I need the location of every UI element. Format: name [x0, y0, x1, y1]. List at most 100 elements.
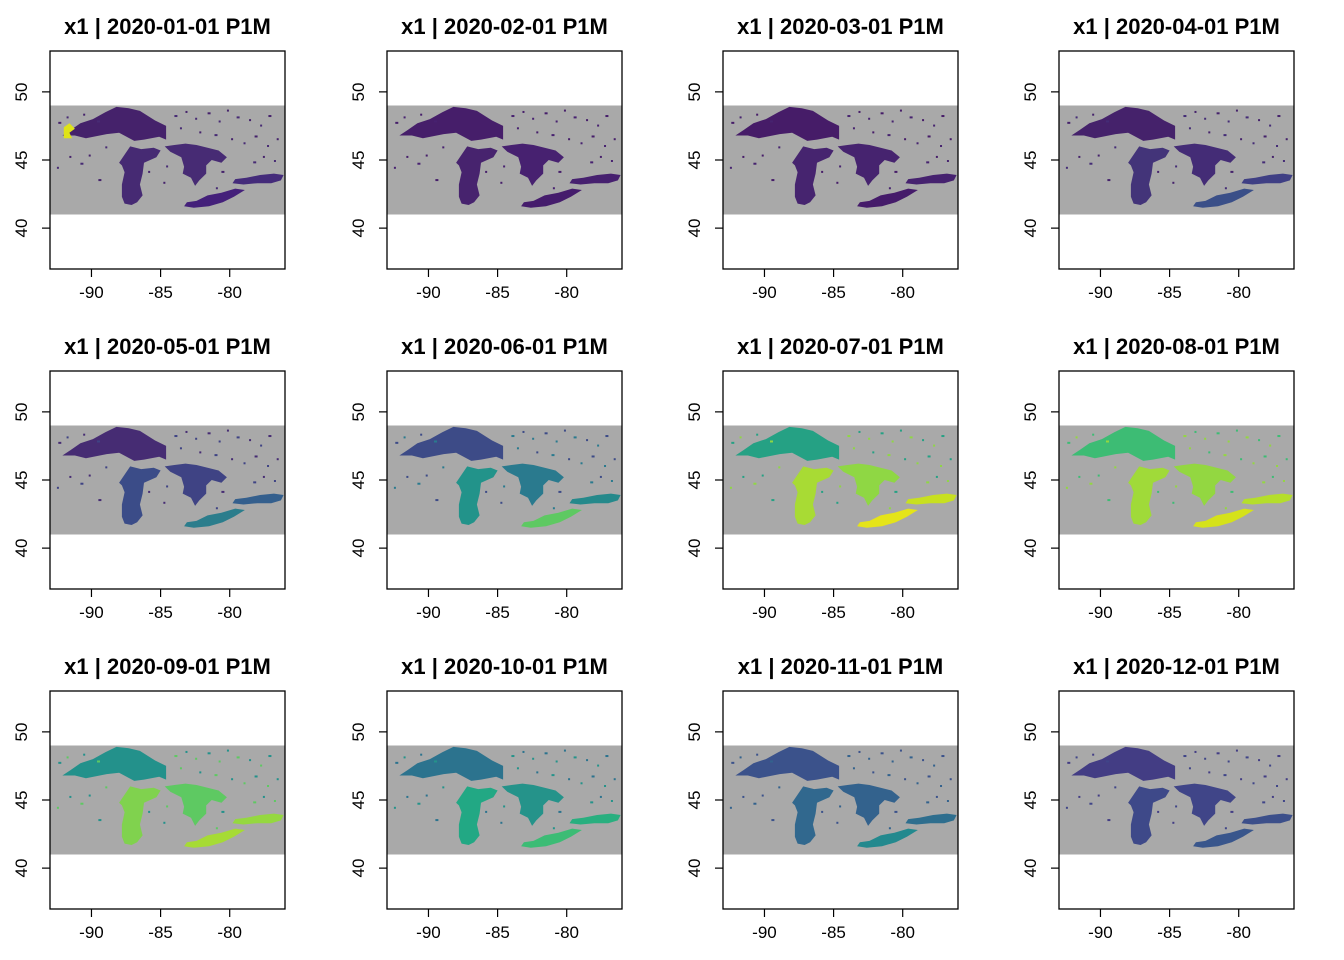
lake-erie — [1193, 828, 1254, 848]
inland-water — [273, 480, 276, 482]
inland-water — [56, 486, 59, 489]
lake-erie — [521, 188, 582, 208]
land-raster — [723, 425, 958, 535]
inland-water — [1097, 794, 1100, 797]
inland-water — [83, 753, 86, 756]
inland-water — [88, 154, 91, 157]
inland-water — [591, 135, 595, 138]
x-tick-label: -80 — [1226, 283, 1251, 302]
inland-water — [207, 432, 211, 435]
lake-superior — [62, 426, 167, 461]
x-tick-label: -85 — [821, 283, 846, 302]
inland-water — [729, 806, 732, 809]
inland-water — [1277, 755, 1281, 758]
lake-michigan — [1128, 146, 1170, 205]
inland-water — [195, 757, 198, 760]
plot-frame — [49, 50, 286, 270]
inland-water — [858, 750, 861, 753]
inland-water — [199, 451, 202, 454]
inland-water — [511, 755, 515, 758]
inland-water — [174, 755, 178, 758]
plot-frame — [49, 370, 286, 590]
inland-water — [98, 179, 102, 182]
inland-water — [1230, 810, 1234, 813]
lake-michigan — [1128, 466, 1170, 525]
inland-water — [485, 170, 488, 173]
inland-water — [604, 785, 607, 788]
inland-water — [1175, 485, 1178, 488]
panel-title: x1 | 2020-04-01 P1M — [1073, 14, 1280, 39]
inland-water — [185, 110, 188, 113]
inland-water — [179, 767, 182, 770]
x-tick-label: -80 — [890, 603, 915, 622]
inland-water — [403, 436, 406, 439]
lake-huron — [1173, 143, 1236, 186]
inland-water — [1175, 805, 1178, 808]
lake-erie — [857, 188, 918, 208]
inland-water — [552, 507, 555, 510]
inland-water — [563, 749, 566, 752]
inland-water — [927, 135, 931, 138]
inland-water — [1263, 775, 1267, 778]
inland-water — [544, 432, 548, 435]
lake-superior — [735, 426, 840, 461]
inland-water — [610, 800, 613, 802]
x-tick-label: -85 — [148, 923, 173, 942]
inland-water — [105, 146, 108, 149]
inland-water — [215, 187, 218, 190]
inland-water — [568, 138, 571, 141]
inland-water — [927, 455, 931, 458]
inland-water — [563, 109, 566, 112]
inland-water — [1204, 757, 1207, 760]
y-tick-label: 45 — [349, 150, 368, 170]
inland-water — [1245, 436, 1249, 439]
inland-water — [1235, 749, 1238, 752]
y-tick-label: 50 — [685, 82, 704, 102]
inland-water — [1157, 810, 1160, 813]
inland-water — [1107, 179, 1111, 182]
lake-superior — [62, 746, 167, 781]
inland-water — [522, 110, 525, 113]
inland-water — [847, 115, 851, 118]
land-raster — [50, 425, 285, 535]
panel-title: x1 | 2020-01-01 P1M — [64, 14, 271, 39]
y-tick-label: 50 — [349, 82, 368, 102]
inland-water — [605, 755, 609, 758]
y-tick-label: 50 — [12, 722, 31, 742]
inland-water — [207, 112, 211, 115]
inland-water — [1067, 121, 1071, 124]
inland-water — [442, 466, 445, 469]
inland-water — [1107, 819, 1111, 822]
inland-water — [1235, 429, 1238, 432]
inland-water — [1240, 138, 1243, 141]
inland-water — [226, 429, 229, 432]
inland-water — [166, 165, 169, 168]
inland-water — [243, 142, 246, 145]
inland-water — [1065, 806, 1068, 809]
plot-frame — [49, 690, 286, 910]
y-tick-label: 40 — [349, 218, 368, 238]
inland-water — [1194, 750, 1197, 753]
inland-water — [852, 767, 855, 770]
inland-water — [551, 454, 555, 457]
y-tick-label: 50 — [12, 402, 31, 422]
x-tick-label: -85 — [485, 923, 510, 942]
inland-water — [613, 458, 616, 461]
lake-ontario — [905, 813, 957, 825]
inland-water — [516, 447, 519, 450]
inland-water — [731, 121, 735, 124]
lake-erie — [184, 188, 245, 208]
inland-water — [420, 433, 423, 436]
inland-water — [1075, 756, 1078, 759]
inland-water — [226, 749, 229, 752]
x-tick-label: -90 — [416, 283, 441, 302]
inland-water — [1188, 767, 1191, 770]
x-tick-label: -80 — [1226, 603, 1251, 622]
lake-hotspot — [63, 123, 75, 139]
inland-water — [778, 146, 781, 149]
inland-water — [868, 437, 871, 440]
inland-water — [1258, 119, 1261, 122]
inland-water — [393, 166, 396, 169]
